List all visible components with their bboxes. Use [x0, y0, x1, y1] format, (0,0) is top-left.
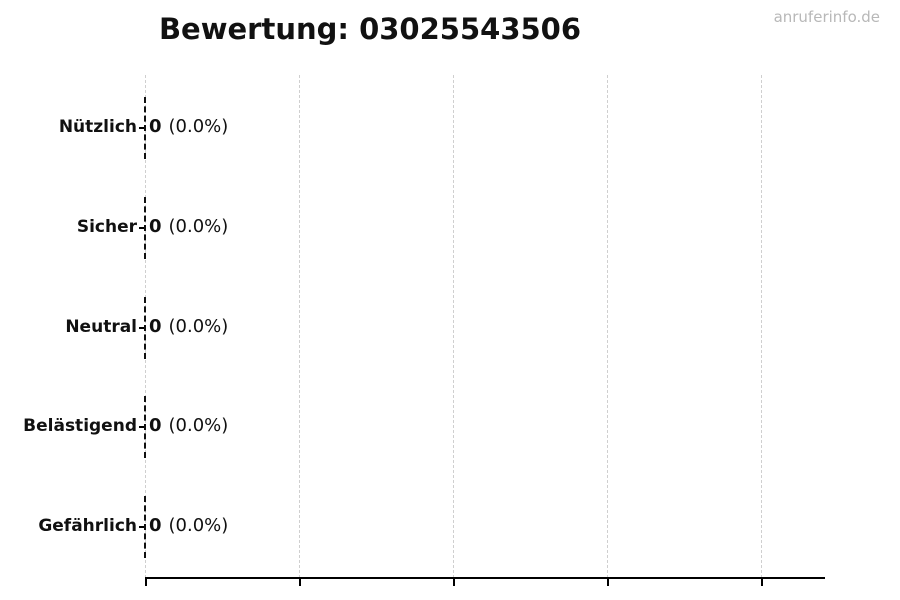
value-label: 0: [149, 515, 162, 536]
value-label: 0: [149, 116, 162, 137]
value-label: 0: [149, 415, 162, 436]
value-annotation: 0 (0.0%): [149, 316, 228, 339]
zero-value-bar: [144, 396, 146, 458]
gridline: [761, 75, 762, 578]
gridline: [299, 75, 300, 578]
y-axis-tick: [139, 127, 144, 129]
category-label: Nützlich: [58, 117, 137, 137]
y-axis-tick: [139, 327, 144, 329]
value-label: 0: [149, 216, 162, 237]
gridline: [607, 75, 608, 578]
zero-value-bar: [144, 97, 146, 159]
category-label: Gefährlich: [38, 516, 137, 536]
x-axis-tick: [145, 579, 147, 586]
category-label: Sicher: [76, 217, 137, 237]
value-annotation: 0 (0.0%): [149, 116, 228, 139]
x-axis-tick: [299, 579, 301, 586]
value-annotation: 0 (0.0%): [149, 515, 228, 538]
value-annotation: 0 (0.0%): [149, 415, 228, 438]
zero-value-bar: [144, 297, 146, 359]
percent-label: (0.0%): [168, 116, 229, 137]
watermark-text: anruferinfo.de: [773, 8, 880, 26]
percent-label: (0.0%): [168, 415, 229, 436]
y-axis-tick: [139, 526, 144, 528]
x-axis-line: [145, 577, 825, 579]
category-label: Belästigend: [23, 416, 137, 436]
x-axis-tick: [453, 579, 455, 586]
y-axis-tick: [139, 426, 144, 428]
x-axis-tick: [607, 579, 609, 586]
percent-label: (0.0%): [168, 515, 229, 536]
zero-value-bar: [144, 197, 146, 259]
gridline: [453, 75, 454, 578]
category-label: Neutral: [65, 317, 137, 337]
value-label: 0: [149, 316, 162, 337]
value-annotation: 0 (0.0%): [149, 216, 228, 239]
zero-value-bar: [144, 496, 146, 558]
y-axis-tick: [139, 227, 144, 229]
chart-title: Bewertung: 03025543506: [158, 12, 582, 46]
percent-label: (0.0%): [168, 216, 229, 237]
x-axis-tick: [761, 579, 763, 586]
percent-label: (0.0%): [168, 316, 229, 337]
